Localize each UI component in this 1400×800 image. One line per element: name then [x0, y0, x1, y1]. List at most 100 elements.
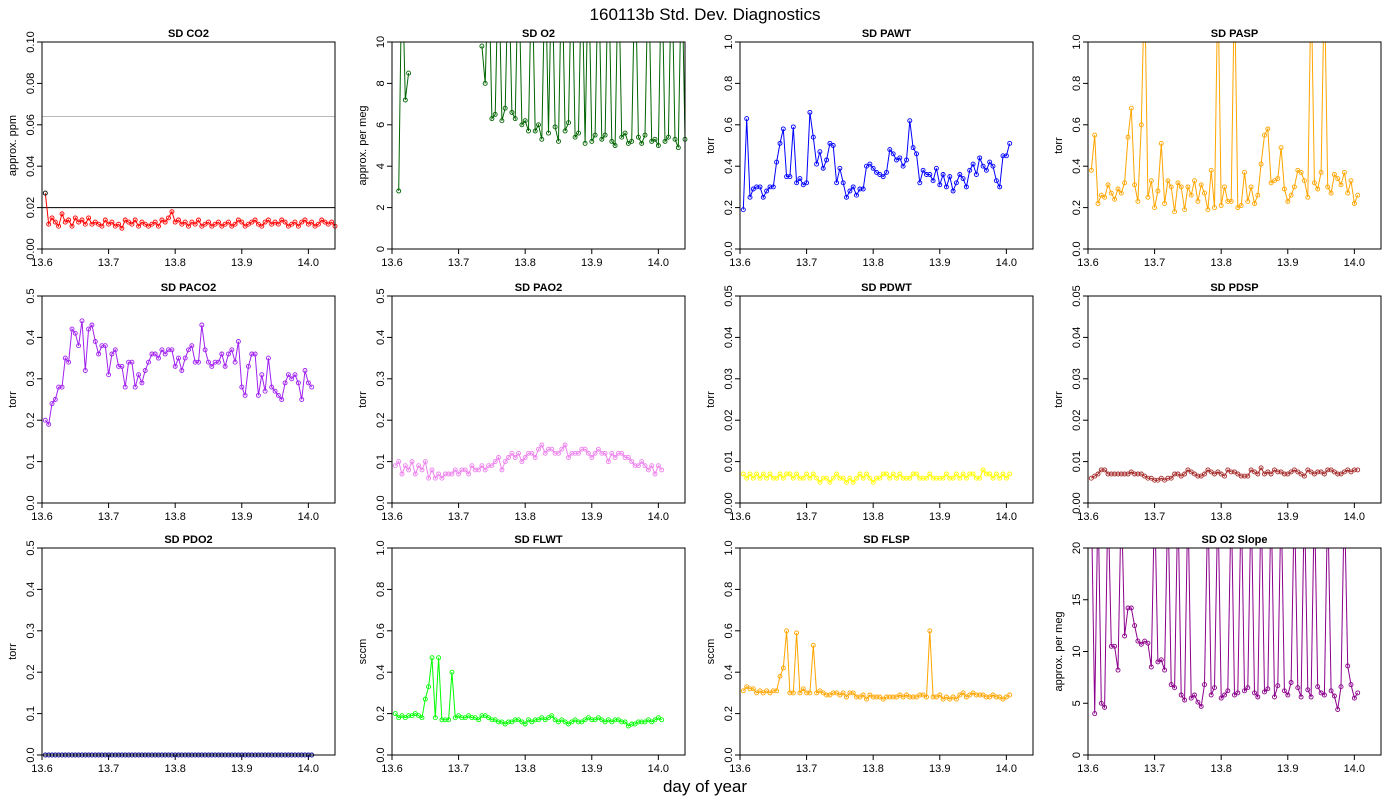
data-point: [472, 715, 478, 721]
data-point: [880, 174, 886, 180]
data-point: [92, 219, 98, 225]
figure-title: 160113b Std. Dev. Diagnostics: [590, 5, 821, 24]
data-point: [456, 471, 462, 477]
data-point: [102, 217, 108, 223]
data-point: [797, 475, 803, 481]
data-point: [392, 463, 398, 469]
x-tick-label: 14.0: [648, 763, 669, 775]
data-point: [446, 717, 452, 723]
data-point: [1272, 694, 1277, 700]
data-point: [106, 221, 112, 227]
data-point: [179, 368, 185, 373]
data-point: [1208, 469, 1214, 475]
data-point: [422, 459, 428, 465]
data-point: [864, 163, 869, 169]
y-tick-label: 0.08: [25, 73, 37, 94]
data-point: [957, 475, 963, 481]
data-point: [1148, 664, 1154, 670]
data-point: [943, 471, 949, 477]
x-tick-label: 13.9: [929, 763, 950, 775]
data-point: [1281, 186, 1287, 192]
x-tick-label: 13.7: [1144, 763, 1165, 775]
data-point: [1165, 178, 1171, 184]
data-point: [159, 217, 165, 223]
x-tick-label: 13.6: [381, 511, 402, 523]
data-point: [1242, 473, 1247, 479]
data-point: [595, 715, 601, 721]
data-point: [764, 688, 770, 694]
y-tick-label: 0.04: [25, 155, 37, 176]
y-tick-label: 0.0: [25, 495, 37, 510]
data-point: [1003, 475, 1009, 481]
data-point: [639, 459, 645, 465]
data-point: [259, 223, 265, 229]
data-point: [1218, 695, 1224, 701]
data-point: [1311, 471, 1317, 477]
data-point: [937, 692, 943, 698]
data-point: [605, 459, 611, 465]
data-point: [930, 694, 936, 700]
data-point: [754, 690, 760, 696]
data-point: [522, 455, 528, 460]
data-point: [189, 219, 195, 225]
data-point: [552, 124, 558, 130]
y-tick-label: 0.4: [25, 582, 37, 597]
panel-sd-flsp: SD FLSP sccm 0.0 0.2 0.4 0.6 0.8 1.0 13.6 13.7 13.…: [705, 534, 1034, 775]
plot-frame: [739, 41, 1034, 250]
data-point: [1288, 192, 1294, 198]
data-point: [309, 384, 315, 390]
data-point: [1331, 693, 1337, 699]
data-point: [562, 719, 568, 725]
data-point: [1108, 471, 1114, 477]
data-point: [1238, 203, 1244, 208]
data-point: [904, 157, 909, 163]
data-point: [794, 180, 800, 186]
x-tick-label: 13.8: [862, 763, 883, 775]
y-axis-label: approx. per meg: [357, 105, 369, 185]
x-tick-label: 13.6: [1077, 763, 1098, 775]
data-point: [1202, 190, 1207, 196]
data-point: [526, 450, 531, 456]
data-point: [156, 223, 161, 229]
data-point: [232, 359, 238, 365]
data-point: [192, 359, 198, 365]
data-point: [329, 219, 335, 225]
data-point: [794, 471, 800, 477]
data-point: [887, 694, 893, 700]
data-point: [870, 694, 876, 700]
y-tick-label: 0.4: [723, 665, 735, 680]
data-point: [499, 467, 505, 473]
data-point: [412, 471, 418, 477]
data-point: [1122, 633, 1128, 639]
data-point: [622, 719, 628, 725]
data-point: [850, 479, 856, 485]
data-point: [219, 351, 225, 357]
data-point: [794, 630, 800, 636]
data-point: [1315, 186, 1321, 192]
data-point: [202, 347, 208, 353]
data-point: [807, 475, 813, 481]
data-point: [192, 221, 198, 227]
data-point: [1281, 688, 1287, 694]
data-point: [1301, 178, 1307, 184]
data-point: [1262, 689, 1267, 695]
data-point: [950, 694, 956, 700]
data-point: [655, 463, 661, 469]
data-point: [459, 715, 465, 721]
data-point: [967, 692, 973, 698]
data-point: [302, 217, 308, 223]
data-point: [774, 159, 780, 165]
data-point: [1112, 196, 1118, 202]
y-tick-label: 0.4: [375, 330, 387, 345]
x-tick-label: 13.7: [1144, 257, 1165, 269]
data-point: [953, 471, 959, 477]
data-point: [649, 719, 655, 725]
data-point: [940, 475, 946, 481]
x-tick-label: 13.9: [581, 763, 602, 775]
data-point: [602, 450, 608, 456]
data-point: [1152, 477, 1158, 483]
x-tick-label: 13.9: [1277, 763, 1298, 775]
data-point: [1000, 471, 1006, 477]
y-tick-label: 1.0: [375, 540, 387, 555]
data-point: [1192, 471, 1197, 477]
